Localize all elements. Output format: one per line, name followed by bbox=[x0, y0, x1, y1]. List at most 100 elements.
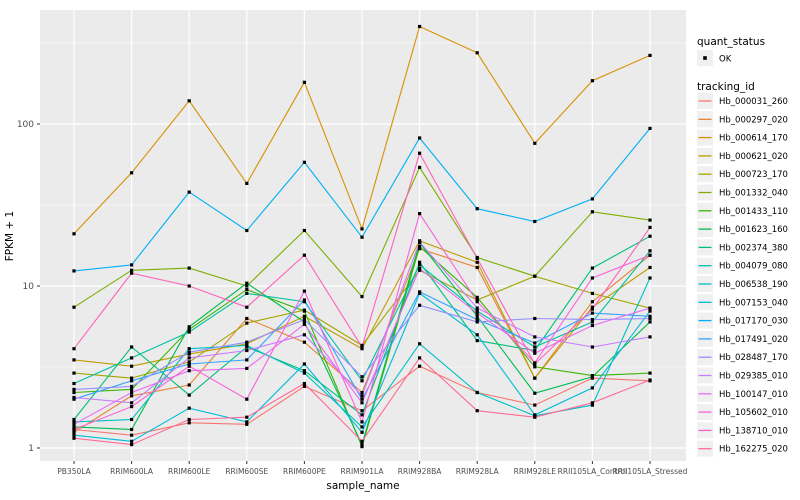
data-point bbox=[360, 439, 364, 443]
data-point bbox=[130, 427, 134, 432]
data-point bbox=[130, 356, 134, 360]
data-point bbox=[130, 263, 134, 267]
data-point bbox=[590, 276, 594, 280]
data-point bbox=[590, 307, 594, 311]
legend-item-Hb_000031_260: Hb_000031_260 bbox=[697, 93, 788, 109]
data-point bbox=[418, 151, 422, 155]
legend-item-Hb_017170_030: Hb_017170_030 bbox=[697, 312, 788, 329]
data-point bbox=[475, 51, 479, 55]
data-point bbox=[360, 227, 364, 231]
legend-item-label: Hb_105602_010 bbox=[719, 408, 788, 418]
data-point bbox=[590, 291, 594, 295]
x-tick-label: RRIM928LE bbox=[514, 467, 557, 476]
data-point bbox=[72, 347, 76, 351]
x-tick-label: RRIM901LA bbox=[341, 467, 385, 476]
data-point bbox=[648, 276, 652, 280]
data-point bbox=[245, 281, 249, 285]
legend-item-Hb_000723_170: Hb_000723_170 bbox=[697, 166, 788, 183]
data-point bbox=[360, 409, 364, 413]
data-point bbox=[360, 235, 364, 239]
data-point bbox=[302, 253, 306, 257]
data-point bbox=[533, 365, 537, 369]
data-point bbox=[130, 364, 134, 368]
legend-item-label: Hb_001433_110 bbox=[719, 207, 788, 217]
legend-item-label: Hb_000297_020 bbox=[719, 115, 788, 125]
data-point bbox=[533, 362, 537, 366]
data-point bbox=[187, 325, 191, 329]
data-point bbox=[72, 422, 76, 426]
data-point bbox=[418, 240, 422, 244]
x-tick-label: RRII105LA_Control bbox=[558, 467, 628, 476]
legend-item-label: Hb_138710_010 bbox=[719, 426, 788, 436]
data-point bbox=[187, 327, 191, 331]
data-point bbox=[648, 309, 652, 313]
data-point bbox=[533, 376, 537, 380]
data-point bbox=[245, 288, 249, 292]
data-point bbox=[533, 348, 537, 353]
data-point bbox=[302, 160, 306, 164]
data-point bbox=[360, 401, 364, 405]
data-point bbox=[360, 430, 364, 434]
data-point bbox=[187, 266, 191, 270]
data-point bbox=[648, 314, 652, 318]
data-point bbox=[245, 284, 249, 288]
data-point bbox=[475, 306, 479, 310]
data-point bbox=[360, 394, 364, 398]
data-point bbox=[475, 339, 479, 343]
data-point bbox=[590, 305, 594, 309]
legend-item-label: Hb_100147_010 bbox=[719, 390, 788, 400]
data-point bbox=[590, 318, 594, 322]
data-point bbox=[245, 348, 249, 353]
data-point bbox=[418, 356, 422, 360]
data-point bbox=[360, 379, 364, 383]
data-point bbox=[533, 413, 537, 417]
legend-item-Hb_028487_170: Hb_028487_170 bbox=[697, 349, 788, 366]
legend-item-label: Hb_001623_160 bbox=[719, 225, 788, 235]
legend-title-tracking-id: tracking_id bbox=[697, 81, 755, 93]
legend-item-label: Hb_000621_020 bbox=[719, 152, 788, 162]
data-point bbox=[130, 376, 134, 380]
data-point bbox=[475, 295, 479, 299]
data-point bbox=[302, 320, 306, 324]
data-point bbox=[130, 417, 134, 422]
data-point bbox=[475, 256, 479, 260]
data-point bbox=[245, 366, 249, 370]
data-point bbox=[475, 409, 479, 413]
data-point bbox=[533, 341, 537, 345]
data-point bbox=[130, 401, 134, 405]
data-point bbox=[418, 303, 422, 307]
data-point bbox=[187, 352, 191, 356]
data-point bbox=[360, 445, 364, 449]
data-point bbox=[187, 284, 191, 288]
data-point bbox=[590, 79, 594, 83]
data-point bbox=[187, 406, 191, 410]
x-tick-label: PB350LA bbox=[57, 467, 91, 476]
data-point bbox=[648, 126, 652, 130]
data-point bbox=[360, 413, 364, 417]
data-point bbox=[130, 433, 134, 437]
data-point bbox=[302, 340, 306, 344]
data-point bbox=[590, 403, 594, 407]
legend-item-label: Hb_007153_040 bbox=[719, 298, 788, 308]
data-point bbox=[533, 141, 537, 145]
data-point bbox=[245, 340, 249, 344]
data-point bbox=[245, 397, 249, 401]
data-point bbox=[72, 436, 76, 440]
data-point bbox=[130, 443, 134, 447]
legend-title-quant-status: quant_status bbox=[697, 36, 765, 48]
data-point bbox=[418, 290, 422, 294]
data-point bbox=[418, 260, 422, 264]
legend-item-Hb_004079_080: Hb_004079_080 bbox=[697, 257, 788, 274]
data-point bbox=[72, 425, 76, 429]
data-point bbox=[475, 390, 479, 395]
data-point bbox=[648, 306, 652, 310]
legend-item-label: Hb_028487_170 bbox=[719, 353, 788, 363]
data-point bbox=[475, 260, 479, 264]
data-point bbox=[187, 347, 191, 351]
data-point bbox=[72, 305, 76, 309]
data-point bbox=[187, 360, 191, 364]
data-point bbox=[475, 333, 479, 337]
data-point bbox=[360, 375, 364, 379]
data-point bbox=[187, 417, 191, 422]
